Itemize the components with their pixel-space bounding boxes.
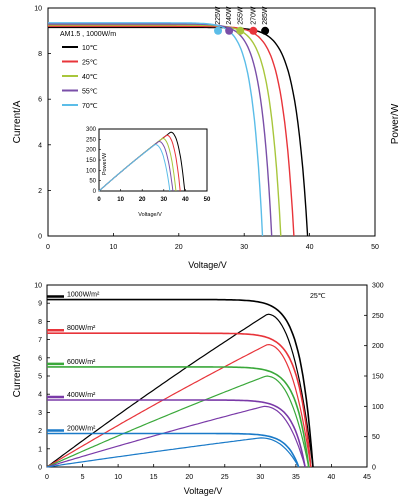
bottom-x-tick-label: 30 xyxy=(256,474,264,481)
bottom-y-tick-label: 8 xyxy=(38,319,42,326)
bottom-x-tick-label: 35 xyxy=(292,474,300,481)
top-y-tick-label: 8 xyxy=(38,51,42,58)
bottom-y-tick-label: 2 xyxy=(38,428,42,435)
top-plot-frame xyxy=(47,7,376,237)
top-y-tick-label: 10 xyxy=(34,6,42,13)
bottom-x-tick-label: 25 xyxy=(221,474,229,481)
top-x-tick-label: 20 xyxy=(175,244,183,251)
inset-y-tick-label: 100 xyxy=(86,168,97,174)
top-legend-label: 10℃ xyxy=(82,45,98,52)
top-x-tick-label: 40 xyxy=(306,244,314,251)
bottom-power-curve xyxy=(46,405,306,468)
inset-x-tick-label: 40 xyxy=(182,197,189,203)
top-condition-label: AM1.5 , 1000W/m xyxy=(60,31,116,38)
top-power-axis-title: Power/W xyxy=(390,103,401,144)
top-max-power-label: 225W xyxy=(215,6,222,25)
inset-y-tick-label: 300 xyxy=(86,127,97,133)
bottom-x-axis-title: Voltage/V xyxy=(184,486,223,496)
bottom-x-tick-label: 0 xyxy=(45,474,49,481)
inset-y-axis-title: Power/W xyxy=(102,152,108,175)
bottom-y2-tick-label: 300 xyxy=(372,283,384,290)
top-y-tick-label: 6 xyxy=(38,97,42,104)
inset-x-tick-label: 10 xyxy=(117,197,124,203)
top-max-power-point xyxy=(214,26,223,35)
bottom-x-tick-label: 45 xyxy=(363,474,371,481)
bottom-y2-tick-label: 100 xyxy=(372,404,384,411)
bottom-y2-tick-label: 250 xyxy=(372,313,384,320)
inset-x-tick-label: 20 xyxy=(139,197,146,203)
top-legend-label: 40℃ xyxy=(82,74,98,81)
inset-power-curve xyxy=(98,143,171,192)
top-y-axis-title: Current/A xyxy=(12,100,23,143)
bottom-iv-curve xyxy=(47,432,300,468)
bottom-legend-label: 1000W/m² xyxy=(67,292,100,299)
bottom-y-tick-label: 10 xyxy=(34,283,42,290)
top-max-power-point xyxy=(249,26,258,35)
bottom-power-curve xyxy=(46,375,310,468)
top-legend-label: 55℃ xyxy=(82,89,98,96)
top-max-power-point xyxy=(261,26,270,35)
top-x-tick-label: 50 xyxy=(371,244,379,251)
bottom-x-tick-label: 5 xyxy=(81,474,85,481)
bottom-y-tick-label: 4 xyxy=(38,392,42,399)
bottom-legend-label: 400W/m² xyxy=(67,392,96,399)
bottom-y-axis-title: Current/A xyxy=(12,354,23,397)
bottom-legend-label: 200W/m² xyxy=(67,426,96,433)
bottom-iv-curve xyxy=(47,366,310,468)
bottom-y-tick-label: 9 xyxy=(38,301,42,308)
bottom-x-tick-label: 40 xyxy=(328,474,336,481)
bottom-x-tick-label: 15 xyxy=(150,474,158,481)
inset-y-tick-label: 250 xyxy=(86,137,97,143)
bottom-condition-label: 25℃ xyxy=(310,293,326,300)
bottom-y-tick-label: 0 xyxy=(38,465,42,472)
bottom-x-tick-label: 10 xyxy=(114,474,122,481)
top-max-power-point xyxy=(225,26,234,35)
inset-x-axis-title: Voltage/V xyxy=(138,212,162,218)
bottom-legend-label: 600W/m² xyxy=(67,359,96,366)
top-x-tick-label: 0 xyxy=(46,244,50,251)
bottom-y-tick-label: 5 xyxy=(38,374,42,381)
top-max-power-label: 285W xyxy=(262,6,269,25)
top-max-power-label: 240W xyxy=(226,6,233,25)
inset-x-tick-label: 50 xyxy=(204,197,211,203)
bottom-power-curve xyxy=(46,343,312,468)
top-iv-curve xyxy=(48,23,273,237)
bottom-y-tick-label: 7 xyxy=(38,337,42,344)
bottom-y2-tick-label: 150 xyxy=(372,374,384,381)
inset-y-tick-label: 50 xyxy=(89,179,96,185)
top-max-power-label: 270W xyxy=(250,6,257,25)
top-x-tick-label: 10 xyxy=(110,244,118,251)
bottom-power-curve xyxy=(46,437,300,468)
bottom-y2-tick-label: 50 xyxy=(372,434,380,441)
inset-x-tick-label: 0 xyxy=(97,197,101,203)
top-max-power-label: 255W xyxy=(237,6,244,25)
bottom-iv-curve xyxy=(47,298,314,468)
top-x-axis-title: Voltage/V xyxy=(188,260,227,270)
top-x-tick-label: 30 xyxy=(240,244,248,251)
top-max-power-point xyxy=(236,26,245,35)
top-y-tick-label: 2 xyxy=(38,188,42,195)
inset-y-tick-label: 0 xyxy=(93,189,97,195)
top-y-tick-label: 0 xyxy=(38,234,42,241)
bottom-y2-tick-label: 0 xyxy=(372,465,376,472)
top-legend-label: 25℃ xyxy=(82,60,98,67)
inset-x-tick-label: 30 xyxy=(160,197,167,203)
top-legend-label: 70℃ xyxy=(82,103,98,110)
bottom-legend-label: 800W/m² xyxy=(67,325,96,332)
inset-background xyxy=(97,123,217,219)
bottom-y-tick-label: 1 xyxy=(38,446,42,453)
bottom-x-tick-label: 20 xyxy=(185,474,193,481)
bottom-y-tick-label: 3 xyxy=(38,410,42,417)
bottom-iv-curve xyxy=(47,399,306,468)
bottom-y-tick-label: 6 xyxy=(38,355,42,362)
top-y-tick-label: 4 xyxy=(38,142,42,149)
inset-y-tick-label: 200 xyxy=(86,148,97,154)
bottom-y2-tick-label: 200 xyxy=(372,343,384,350)
bottom-iv-curve xyxy=(47,332,312,468)
inset-y-tick-label: 150 xyxy=(86,158,97,164)
